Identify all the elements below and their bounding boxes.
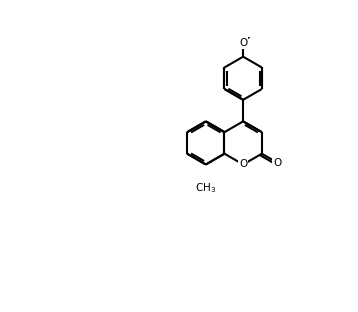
Text: O: O — [273, 158, 281, 168]
Text: O: O — [239, 159, 247, 169]
Text: CH$_3$: CH$_3$ — [0, 311, 1, 312]
Text: O: O — [239, 38, 247, 48]
Text: CH$_3$: CH$_3$ — [195, 182, 217, 195]
